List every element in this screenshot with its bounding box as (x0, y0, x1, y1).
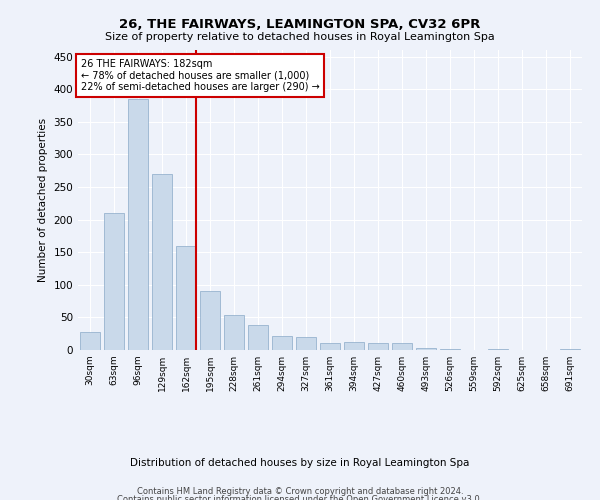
Bar (128, 99, 148, 350)
Text: Distribution of detached houses by size in Royal Leamington Spa: Distribution of detached houses by size … (130, 458, 470, 468)
Bar (320, 344, 340, 350)
Bar (176, 246, 196, 350)
Bar (416, 348, 436, 350)
Text: Size of property relative to detached houses in Royal Leamington Spa: Size of property relative to detached ho… (105, 32, 495, 42)
Bar (344, 342, 364, 350)
Bar (104, 213, 124, 350)
Bar (152, 174, 172, 350)
Text: 26 THE FAIRWAYS: 182sqm
← 78% of detached houses are smaller (1,000)
22% of semi: 26 THE FAIRWAYS: 182sqm ← 78% of detache… (80, 59, 319, 92)
Bar (440, 348, 460, 350)
Bar (392, 344, 412, 350)
Y-axis label: Number of detached properties: Number of detached properties (38, 118, 48, 282)
Text: Contains public sector information licensed under the Open Government Licence v3: Contains public sector information licen… (118, 495, 482, 500)
Bar (200, 292, 220, 350)
Bar (296, 337, 316, 350)
Bar (560, 348, 580, 350)
Text: Contains HM Land Registry data © Crown copyright and database right 2024.: Contains HM Land Registry data © Crown c… (137, 488, 463, 496)
Bar (368, 343, 388, 350)
Bar (272, 336, 292, 350)
Bar (80, 332, 100, 350)
Bar (248, 325, 268, 350)
Bar (224, 316, 244, 350)
Text: 26, THE FAIRWAYS, LEAMINGTON SPA, CV32 6PR: 26, THE FAIRWAYS, LEAMINGTON SPA, CV32 6… (119, 18, 481, 30)
